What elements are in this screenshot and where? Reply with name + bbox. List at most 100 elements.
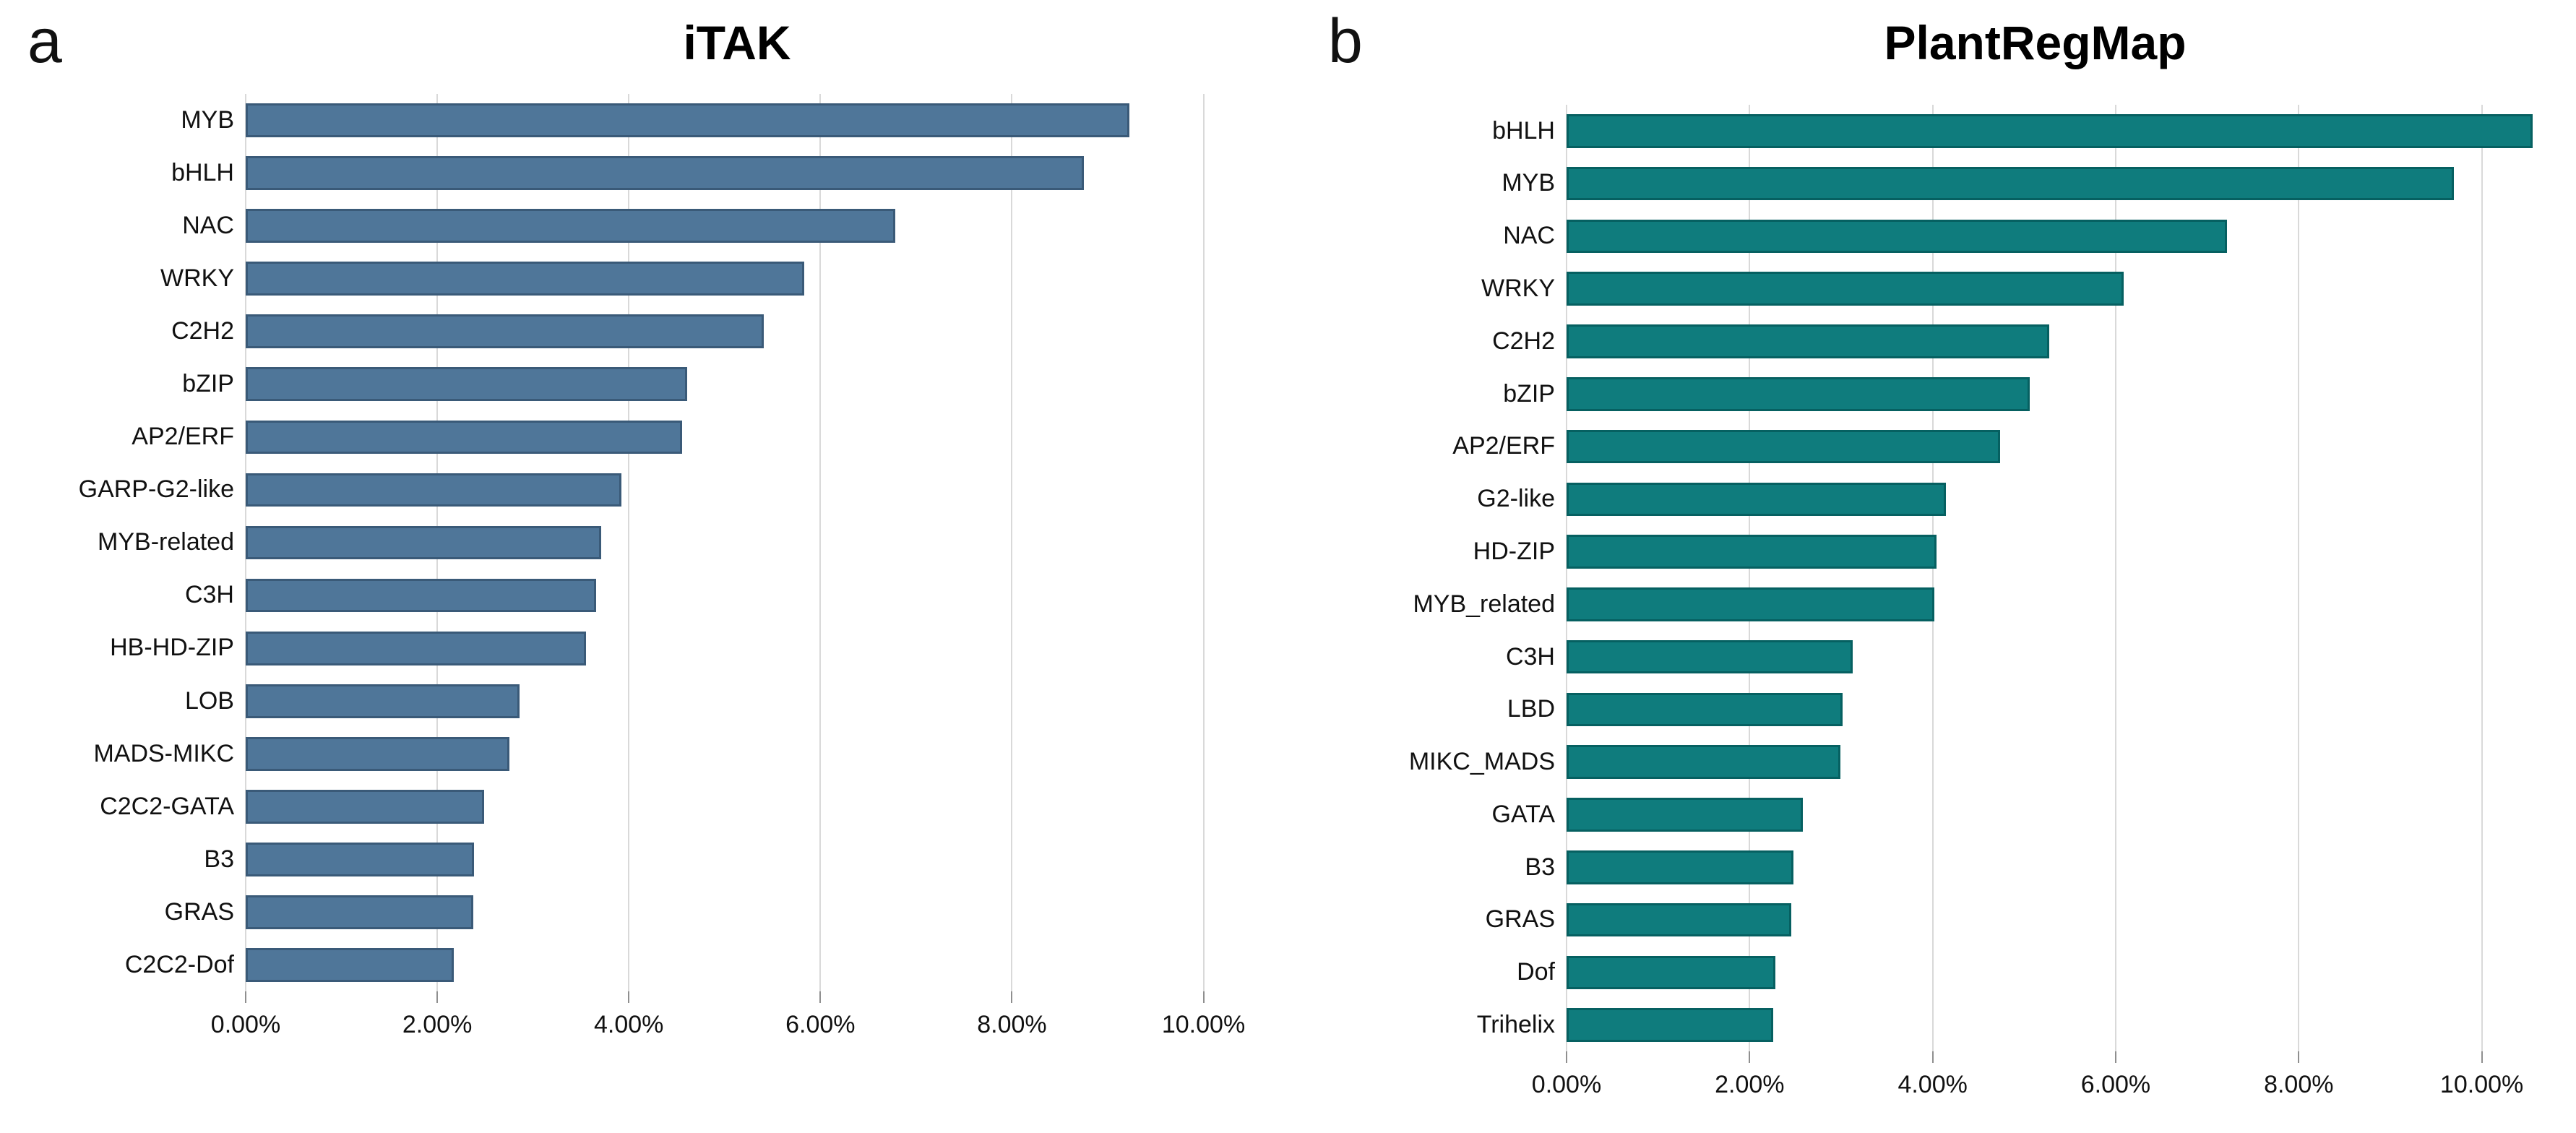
bar-track — [1567, 788, 2576, 841]
bar-row-MIKC_MADS: MIKC_MADS — [1301, 736, 2576, 788]
bar-row-LOB: LOB — [0, 675, 1288, 728]
category-label: C2C2-Dof — [124, 950, 234, 978]
gridline-2pct — [1749, 105, 1751, 1051]
bar — [246, 525, 601, 560]
category-label: bZIP — [182, 370, 234, 398]
category-label: WRKY — [160, 264, 234, 293]
category-label: MADS-MIKC — [93, 739, 234, 767]
x-axis-labels-itak: 0.00% 2.00% 4.00% 6.00% 8.00% 10.00% — [211, 1011, 1245, 1045]
bar-row-B3: B3 — [0, 833, 1288, 886]
category-label: GARP-G2-like — [78, 475, 234, 504]
gridline-0pct — [1566, 105, 1567, 1051]
bar-row-MYB-related: MYB-related — [0, 517, 1288, 569]
bar — [1567, 850, 1793, 884]
gridline-10pct — [2481, 105, 2483, 1051]
bar — [246, 736, 510, 771]
bar-track — [1567, 631, 2576, 684]
bar — [246, 843, 475, 876]
bar — [1567, 1008, 1774, 1042]
x-axis-ticks-itak — [245, 991, 1228, 1003]
bar-row-AP2/ERF: AP2/ERF — [1301, 421, 2576, 473]
bar-track — [246, 886, 1288, 939]
category-label: MYB_related — [1413, 590, 1555, 618]
gridline-6pct — [2114, 105, 2116, 1051]
bar-row-NAC: NAC — [1301, 210, 2576, 263]
bar-track — [1567, 999, 2576, 1051]
panel-title-itak: iTAK — [683, 16, 791, 69]
x-axis-tick — [819, 991, 822, 1003]
bar-row-bHLH: bHLH — [0, 147, 1288, 199]
bar — [246, 578, 596, 613]
bar-row-GRAS: GRAS — [1301, 894, 2576, 947]
bar-row-WRKY: WRKY — [0, 252, 1288, 305]
bar-track — [1567, 525, 2576, 578]
bar-track — [246, 94, 1288, 147]
x-axis-tick — [2114, 1051, 2116, 1063]
bar-row-LBD: LBD — [1301, 684, 2576, 736]
bar-track — [246, 410, 1288, 463]
bar-track — [1567, 736, 2576, 788]
bar-track — [246, 252, 1288, 305]
bar-row-bZIP: bZIP — [1301, 368, 2576, 421]
bar — [246, 262, 804, 296]
category-label: GRAS — [164, 897, 234, 926]
bar — [246, 367, 688, 402]
bar-track — [1567, 421, 2576, 473]
bar — [1567, 482, 1947, 517]
category-label: B3 — [1525, 853, 1555, 881]
bar — [246, 473, 622, 507]
bar-row-GATA: GATA — [1301, 788, 2576, 841]
x-axis-tick-label: 10.00% — [1161, 1011, 1246, 1038]
category-label: MYB-related — [98, 528, 234, 556]
bar — [1567, 166, 2454, 201]
panel-itak: a iTAK MYB bHLH NAC WRKY C2H2 bZIP AP2/ERF GARP… — [0, 10, 1288, 1045]
bar — [246, 789, 485, 824]
gridline-6pct — [819, 94, 822, 991]
bar — [246, 684, 520, 718]
bar-row-C2H2: C2H2 — [0, 305, 1288, 358]
bar — [246, 156, 1084, 190]
category-label: B3 — [204, 845, 234, 873]
bar-row-bZIP: bZIP — [0, 358, 1288, 410]
bar-track — [1567, 684, 2576, 736]
category-label: C3H — [184, 581, 234, 609]
category-label: C3H — [1505, 642, 1555, 671]
gridlines-plantregmap — [1566, 105, 2504, 1051]
bar-track — [1567, 894, 2576, 947]
category-label: NAC — [182, 211, 234, 239]
bar — [246, 103, 1129, 137]
bar-row-Dof: Dof — [1301, 947, 2576, 999]
bar-rows-itak: MYB bHLH NAC WRKY C2H2 bZIP AP2/ERF GARP-G2-lik… — [0, 94, 1288, 991]
bar-row-B3: B3 — [1301, 841, 2576, 894]
x-axis-tick-label: 4.00% — [594, 1011, 664, 1038]
x-axis-tick — [1931, 1051, 1934, 1063]
bar-track — [1567, 578, 2576, 631]
bar-row-MYB: MYB — [1301, 158, 2576, 210]
bar-track — [1567, 947, 2576, 999]
x-axis-tick-label: 10.00% — [2439, 1071, 2524, 1098]
bar-rows-plantregmap: bHLH MYB NAC WRKY C2H2 bZIP AP2/ERF G2-like HD-Z… — [1301, 105, 2576, 1051]
category-label: Trihelix — [1476, 1010, 1555, 1038]
gridline-8pct — [1011, 94, 1013, 991]
x-axis-tick-label: 6.00% — [2080, 1071, 2151, 1098]
bar-track — [1567, 105, 2576, 158]
bar-track — [246, 517, 1288, 569]
x-axis-tick-label: 0.00% — [1531, 1071, 1602, 1098]
bar-track — [1567, 210, 2576, 263]
category-label: Dof — [1517, 958, 1555, 986]
x-axis-tick-label: 2.00% — [402, 1011, 473, 1038]
category-label: G2-like — [1477, 485, 1555, 513]
bar-track — [1567, 841, 2576, 894]
x-axis-labels-plantregmap: 0.00% 2.00% 4.00% 6.00% 8.00% 10.00% — [1532, 1071, 2523, 1105]
bar-track — [246, 147, 1288, 199]
category-label: MYB — [1502, 169, 1555, 197]
bar-row-WRKY: WRKY — [1301, 262, 2576, 315]
bar-row-C3H: C3H — [1301, 631, 2576, 684]
bar-track — [1567, 262, 2576, 315]
bar-track — [246, 358, 1288, 410]
x-axis-tick — [628, 991, 630, 1003]
gridline-4pct — [1931, 105, 1934, 1051]
x-axis-tick-label: 2.00% — [1715, 1071, 1785, 1098]
panel-title-plantregmap: PlantRegMap — [1884, 16, 2187, 69]
category-label: bHLH — [1492, 116, 1555, 145]
